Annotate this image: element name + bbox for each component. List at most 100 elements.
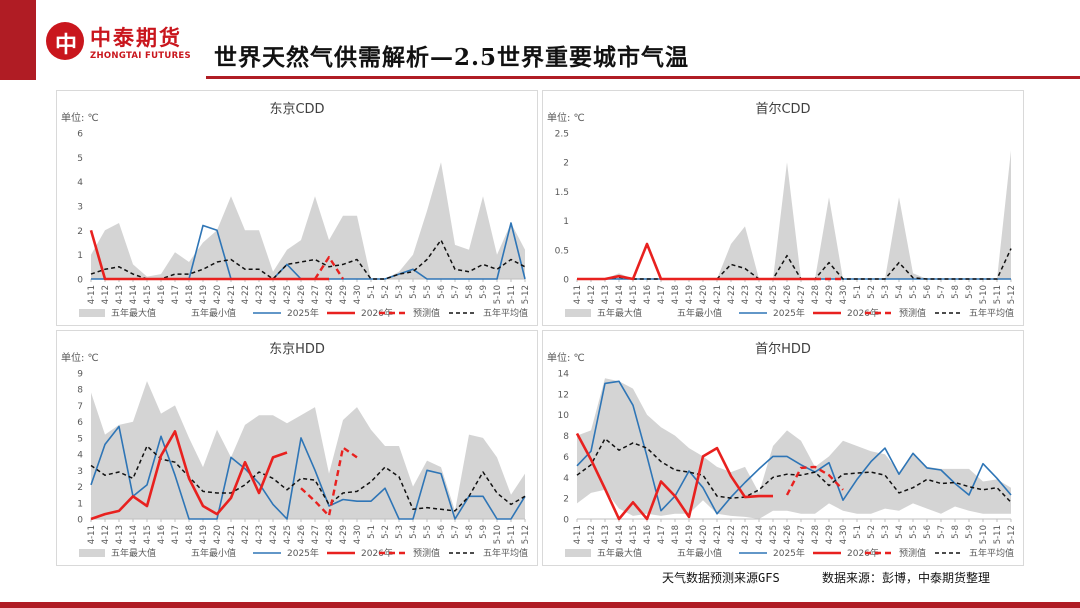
seoul-hdd-xtick: 4-26 <box>783 525 793 544</box>
seoul-hdd-ytick: 2 <box>563 495 569 505</box>
seoul-cdd-xtick: 4-26 <box>783 285 793 304</box>
brand-mark-icon: 中 <box>46 22 84 60</box>
seoul-cdd-xtick: 4-20 <box>699 285 709 304</box>
tokyo-cdd-unit-label: 单位: ℃ <box>61 111 99 124</box>
tokyo-hdd-series-2025 <box>90 425 526 520</box>
tokyo-cdd-xtick: 4-14 <box>129 285 139 304</box>
seoul-cdd-xtick: 5-8 <box>951 285 961 299</box>
tokyo-hdd-legend-label: 五年最大值 <box>111 547 156 559</box>
seoul-hdd-legend-label: 预测值 <box>899 547 926 559</box>
seoul-hdd-ytick: 14 <box>558 370 570 380</box>
seoul-cdd-xtick: 4-30 <box>839 285 849 304</box>
seoul-cdd-five-year-band <box>577 150 1011 279</box>
seoul-hdd-chart: 首尔HDD 单位: ℃ 0 2 4 6 8 10 12 14 4-11 4-12 4-13 4-14 4-1… <box>547 342 1017 559</box>
tokyo-cdd-xtick: 4-15 <box>143 285 153 304</box>
brand-name-cn: 中泰期货 <box>90 26 182 50</box>
seoul-hdd-five-year-band <box>577 378 1011 519</box>
seoul-hdd-xtick: 4-17 <box>657 525 667 544</box>
tokyo-cdd-ytick: 5 <box>77 154 83 164</box>
tokyo-cdd-xtick: 4-21 <box>227 285 237 304</box>
seoul-cdd-xtick: 4-15 <box>629 285 639 304</box>
tokyo-cdd-xtick: 4-16 <box>157 285 167 304</box>
seoul-cdd-ytick: 2.5 <box>555 130 569 140</box>
seoul-hdd-xtick: 5-2 <box>867 525 877 539</box>
tokyo-cdd-xtick: 4-17 <box>171 285 181 304</box>
tokyo-hdd-xtick: 4-22 <box>241 525 251 544</box>
tokyo-hdd-xtick: 5-3 <box>395 525 405 539</box>
tokyo-hdd-xtick: 5-7 <box>451 525 461 539</box>
seoul-cdd-xtick: 5-3 <box>881 285 891 299</box>
title-divider <box>206 76 1080 79</box>
seoul-hdd-xtick: 5-6 <box>923 525 933 539</box>
forecast-source-note: 天气数据预测来源GFS <box>662 571 780 585</box>
seoul-cdd-chart: 首尔CDD 单位: ℃ 0 0.5 1 1.5 2 2.5 4-11 4-12 4-13 4-14 4-… <box>547 102 1017 319</box>
tokyo-cdd-xtick: 4-24 <box>269 285 279 304</box>
tokyo-cdd-xtick: 4-28 <box>325 285 335 304</box>
chart-panel-seoul-hdd: 首尔HDD 单位: ℃ 0 2 4 6 8 10 12 14 4-11 4-12 4-13 4-14 4-1… <box>542 330 1024 566</box>
tokyo-cdd-legend-label: 五年最小值 <box>191 307 236 319</box>
seoul-cdd-xtick: 4-27 <box>797 285 807 304</box>
seoul-hdd-xtick: 5-3 <box>881 525 891 539</box>
seoul-hdd-xtick: 5-12 <box>1007 525 1017 544</box>
seoul-cdd-xtick: 4-17 <box>657 285 667 304</box>
chart-panel-seoul-cdd: 首尔CDD 单位: ℃ 0 0.5 1 1.5 2 2.5 4-11 4-12 4-13 4-14 4-… <box>542 90 1024 326</box>
seoul-hdd-legend-label: 2025年 <box>773 547 805 559</box>
seoul-hdd-xtick: 4-28 <box>811 525 821 544</box>
seoul-cdd-xtick: 4-11 <box>573 285 583 304</box>
seoul-cdd-unit-label: 单位: ℃ <box>547 111 585 124</box>
seoul-cdd-series-five-year-avg <box>577 248 1012 280</box>
tokyo-cdd-xtick: 4-18 <box>185 285 195 304</box>
seoul-hdd-legend-label: 五年最小值 <box>677 547 722 559</box>
tokyo-cdd-legend-label: 2026年 <box>361 307 393 319</box>
seoul-hdd-xtick: 4-30 <box>839 525 849 544</box>
seoul-cdd-xtick: 5-2 <box>867 285 877 299</box>
seoul-cdd-legend-label: 五年平均值 <box>969 307 1014 319</box>
tokyo-cdd-xtick: 4-30 <box>353 285 363 304</box>
tokyo-cdd-xtick: 5-9 <box>479 285 489 299</box>
tokyo-cdd-legend-label: 2025年 <box>287 307 319 319</box>
tokyo-hdd-chart: 东京HDD 单位: ℃ 0 1 2 3 4 5 6 7 8 9 4-11 4-12 4-13 4-14 4-15… <box>61 342 531 559</box>
seoul-hdd-xtick: 4-27 <box>797 525 807 544</box>
tokyo-hdd-ytick: 7 <box>77 402 83 412</box>
seoul-hdd-xtick: 4-19 <box>685 525 695 544</box>
tokyo-hdd-legend-label: 2026年 <box>361 547 393 559</box>
tokyo-cdd-ytick: 0 <box>77 276 83 286</box>
tokyo-cdd-series-2026 <box>89 229 329 281</box>
chart-panel-tokyo-cdd: 东京CDD 单位: ℃ 0 1 2 3 4 5 6 4-11 4-12 4-13 4-14 4-15 4-1… <box>56 90 538 326</box>
tokyo-hdd-unit-label: 单位: ℃ <box>61 351 99 364</box>
seoul-cdd-xtick: 4-12 <box>587 285 597 304</box>
seoul-hdd-xtick: 4-29 <box>825 525 835 544</box>
seoul-cdd-xtick: 4-24 <box>755 285 765 304</box>
tokyo-cdd-legend-label: 五年最大值 <box>111 307 156 319</box>
seoul-cdd-xtick: 4-19 <box>685 285 695 304</box>
tokyo-cdd-xtick: 4-20 <box>213 285 223 304</box>
tokyo-hdd-xtick: 4-26 <box>297 525 307 544</box>
tokyo-cdd-title: 东京CDD <box>269 102 324 117</box>
tokyo-cdd-five-year-band <box>91 162 525 279</box>
tokyo-hdd-ytick: 8 <box>77 386 83 396</box>
seoul-hdd-ytick: 6 <box>563 453 569 463</box>
seoul-cdd-series-2026 <box>577 242 815 281</box>
tokyo-hdd-xtick: 5-11 <box>507 525 517 544</box>
tokyo-cdd-xtick: 5-12 <box>521 285 531 304</box>
brand-name-en: ZHONGTAI FUTURES <box>90 51 191 61</box>
seoul-cdd-legend-label: 五年最小值 <box>677 307 722 319</box>
seoul-hdd-xtick: 4-15 <box>629 525 639 544</box>
tokyo-hdd-five-year-band <box>91 381 525 519</box>
seoul-hdd-xtick: 5-5 <box>909 525 919 539</box>
tokyo-hdd-xtick: 4-12 <box>101 525 111 544</box>
tokyo-hdd-series-2026 <box>90 430 288 521</box>
tokyo-hdd-xtick: 4-13 <box>115 525 125 544</box>
page-title: 世界天然气供需解析—2.5世界重要城市气温 <box>214 44 690 71</box>
seoul-hdd-xtick: 4-11 <box>573 525 583 544</box>
tokyo-cdd-legend-swatch <box>79 309 105 317</box>
tokyo-cdd-xtick: 5-1 <box>367 285 377 299</box>
tokyo-cdd-legend-label: 五年平均值 <box>483 307 528 319</box>
tokyo-cdd-xtick: 4-11 <box>87 285 97 304</box>
seoul-hdd-xtick: 5-1 <box>853 525 863 539</box>
tokyo-cdd-xtick: 5-5 <box>423 285 433 299</box>
tokyo-cdd-xtick: 4-19 <box>199 285 209 304</box>
seoul-hdd-series-2025 <box>576 380 1012 515</box>
tokyo-cdd-xtick: 5-3 <box>395 285 405 299</box>
tokyo-cdd-chart: 东京CDD 单位: ℃ 0 1 2 3 4 5 6 4-11 4-12 4-13 4-14 4-15 4-1… <box>61 102 531 319</box>
